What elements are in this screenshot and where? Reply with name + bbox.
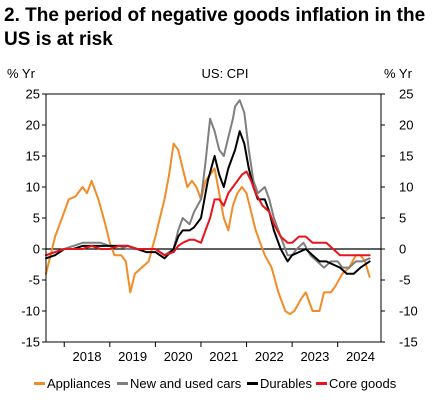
y-tick-label-right: -10 — [399, 304, 418, 319]
legend-swatch — [117, 382, 128, 385]
legend-item: New and used cars — [117, 376, 241, 391]
y-tick-label-right: -15 — [399, 335, 418, 350]
y-axis-label-right: % Yr — [384, 66, 412, 81]
y-tick-label-left: 10 — [26, 180, 40, 195]
series-line-durables — [45, 130, 371, 275]
y-tick-label-right: 15 — [399, 149, 413, 164]
x-tick-label: 2023 — [300, 349, 329, 364]
legend-label: Appliances — [47, 376, 111, 391]
legend-label: Core goods — [329, 376, 397, 391]
chart-title: 2. The period of negative goods inflatio… — [4, 5, 426, 50]
y-tick-label-right: 10 — [399, 180, 413, 195]
legend-item: Appliances — [34, 376, 111, 391]
y-axis-label-left: % Yr — [7, 66, 35, 81]
chart-subtitle: US: CPI — [201, 66, 249, 81]
legend-label: Durables — [260, 376, 313, 391]
legend-swatch — [247, 382, 258, 385]
series-line-core-goods — [45, 170, 371, 257]
y-tick-label-left: 5 — [33, 211, 40, 226]
x-tick-label: 2024 — [346, 349, 375, 364]
y-tick-label-left: 0 — [33, 242, 40, 257]
y-tick-label-right: 20 — [399, 118, 413, 133]
y-tick-label-left: -5 — [28, 273, 40, 288]
series-line-appliances — [45, 142, 371, 316]
series-line-new-and-used-cars — [45, 99, 371, 269]
x-tick-label: 2018 — [73, 349, 102, 364]
y-tick-label-right: 5 — [399, 211, 406, 226]
legend-swatch — [316, 382, 327, 385]
x-tick-label: 2019 — [118, 349, 147, 364]
series-layer — [45, 99, 371, 316]
y-tick-label-left: 15 — [26, 149, 40, 164]
x-tick-label: 2021 — [209, 349, 238, 364]
legend-swatch — [34, 382, 45, 385]
chart-legend: Appliances New and used cars Durables Core … — [0, 373, 433, 395]
y-tick-label-left: -10 — [21, 304, 40, 319]
plot-frame — [45, 93, 382, 343]
legend-item: Core goods — [316, 376, 396, 391]
y-tick-label-left: 20 — [26, 118, 40, 133]
y-tick-label-right: 25 — [399, 87, 413, 102]
legend-item: Durables — [247, 376, 312, 391]
legend-label: New and used cars — [130, 376, 242, 391]
y-tick-label-right: 0 — [399, 242, 406, 257]
frame-layer — [45, 93, 382, 343]
y-tick-label-left: 25 — [26, 87, 40, 102]
x-tick-label: 2020 — [164, 349, 193, 364]
y-tick-label-right: -5 — [399, 273, 411, 288]
x-tick-label: 2022 — [255, 349, 284, 364]
y-tick-label-left: -15 — [21, 335, 40, 350]
